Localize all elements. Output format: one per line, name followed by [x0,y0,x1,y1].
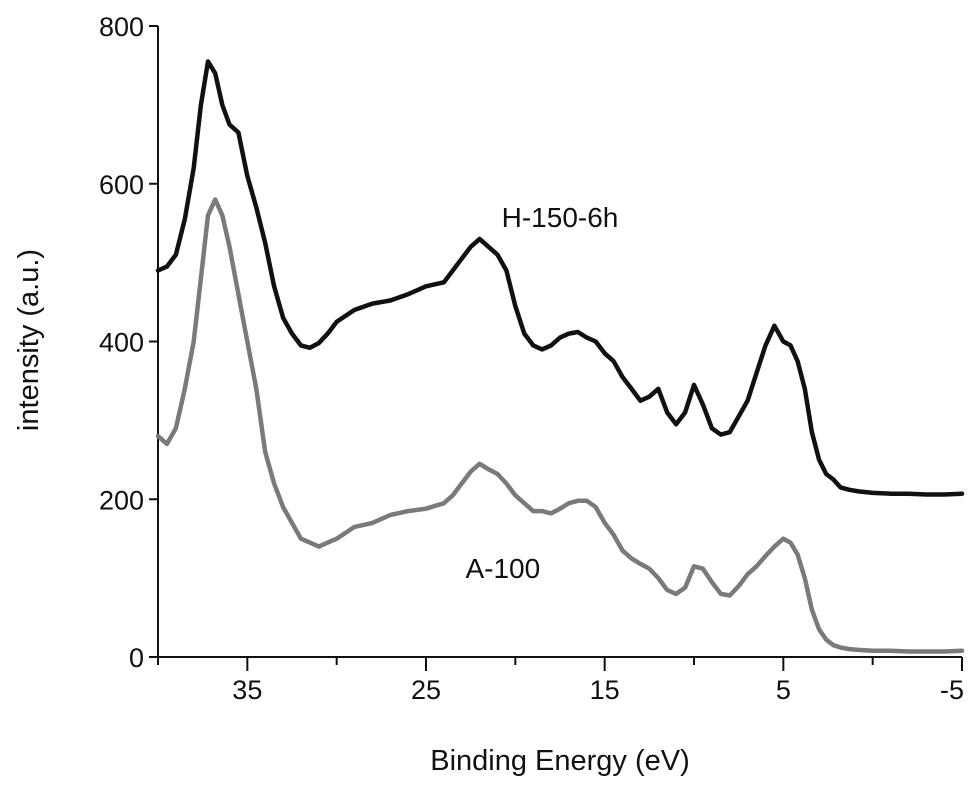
series-layer [158,62,962,652]
x-axis-title: Binding Energy (eV) [430,745,690,777]
annotation-layer: H-150-6h A-100 [465,202,618,584]
y-axis-ticks: 0 200 400 600 800 [99,12,158,673]
chart-axes [158,26,962,657]
y-tick-label-4: 800 [99,12,144,42]
series-line-h-150-6h [158,62,962,495]
y-axis-title: intensity (a.u.) [13,249,45,431]
series-label-a-100: A-100 [465,553,540,584]
x-tick-label-1: 25 [411,675,441,705]
series-line-a-100 [158,200,962,652]
x-tick-label-0: 35 [232,675,262,705]
y-tick-label-2: 400 [99,328,144,358]
x-tick-label-3: 5 [776,675,791,705]
x-tick-label-2: 15 [590,675,620,705]
series-label-h-150-6h: H-150-6h [502,202,619,233]
y-tick-label-0: 0 [129,643,144,673]
x-tick-label-4: -5 [940,675,964,705]
y-tick-label-1: 200 [99,485,144,515]
y-tick-label-3: 600 [99,170,144,200]
x-axis-ticks: 35 25 15 5 -5 [158,657,964,705]
